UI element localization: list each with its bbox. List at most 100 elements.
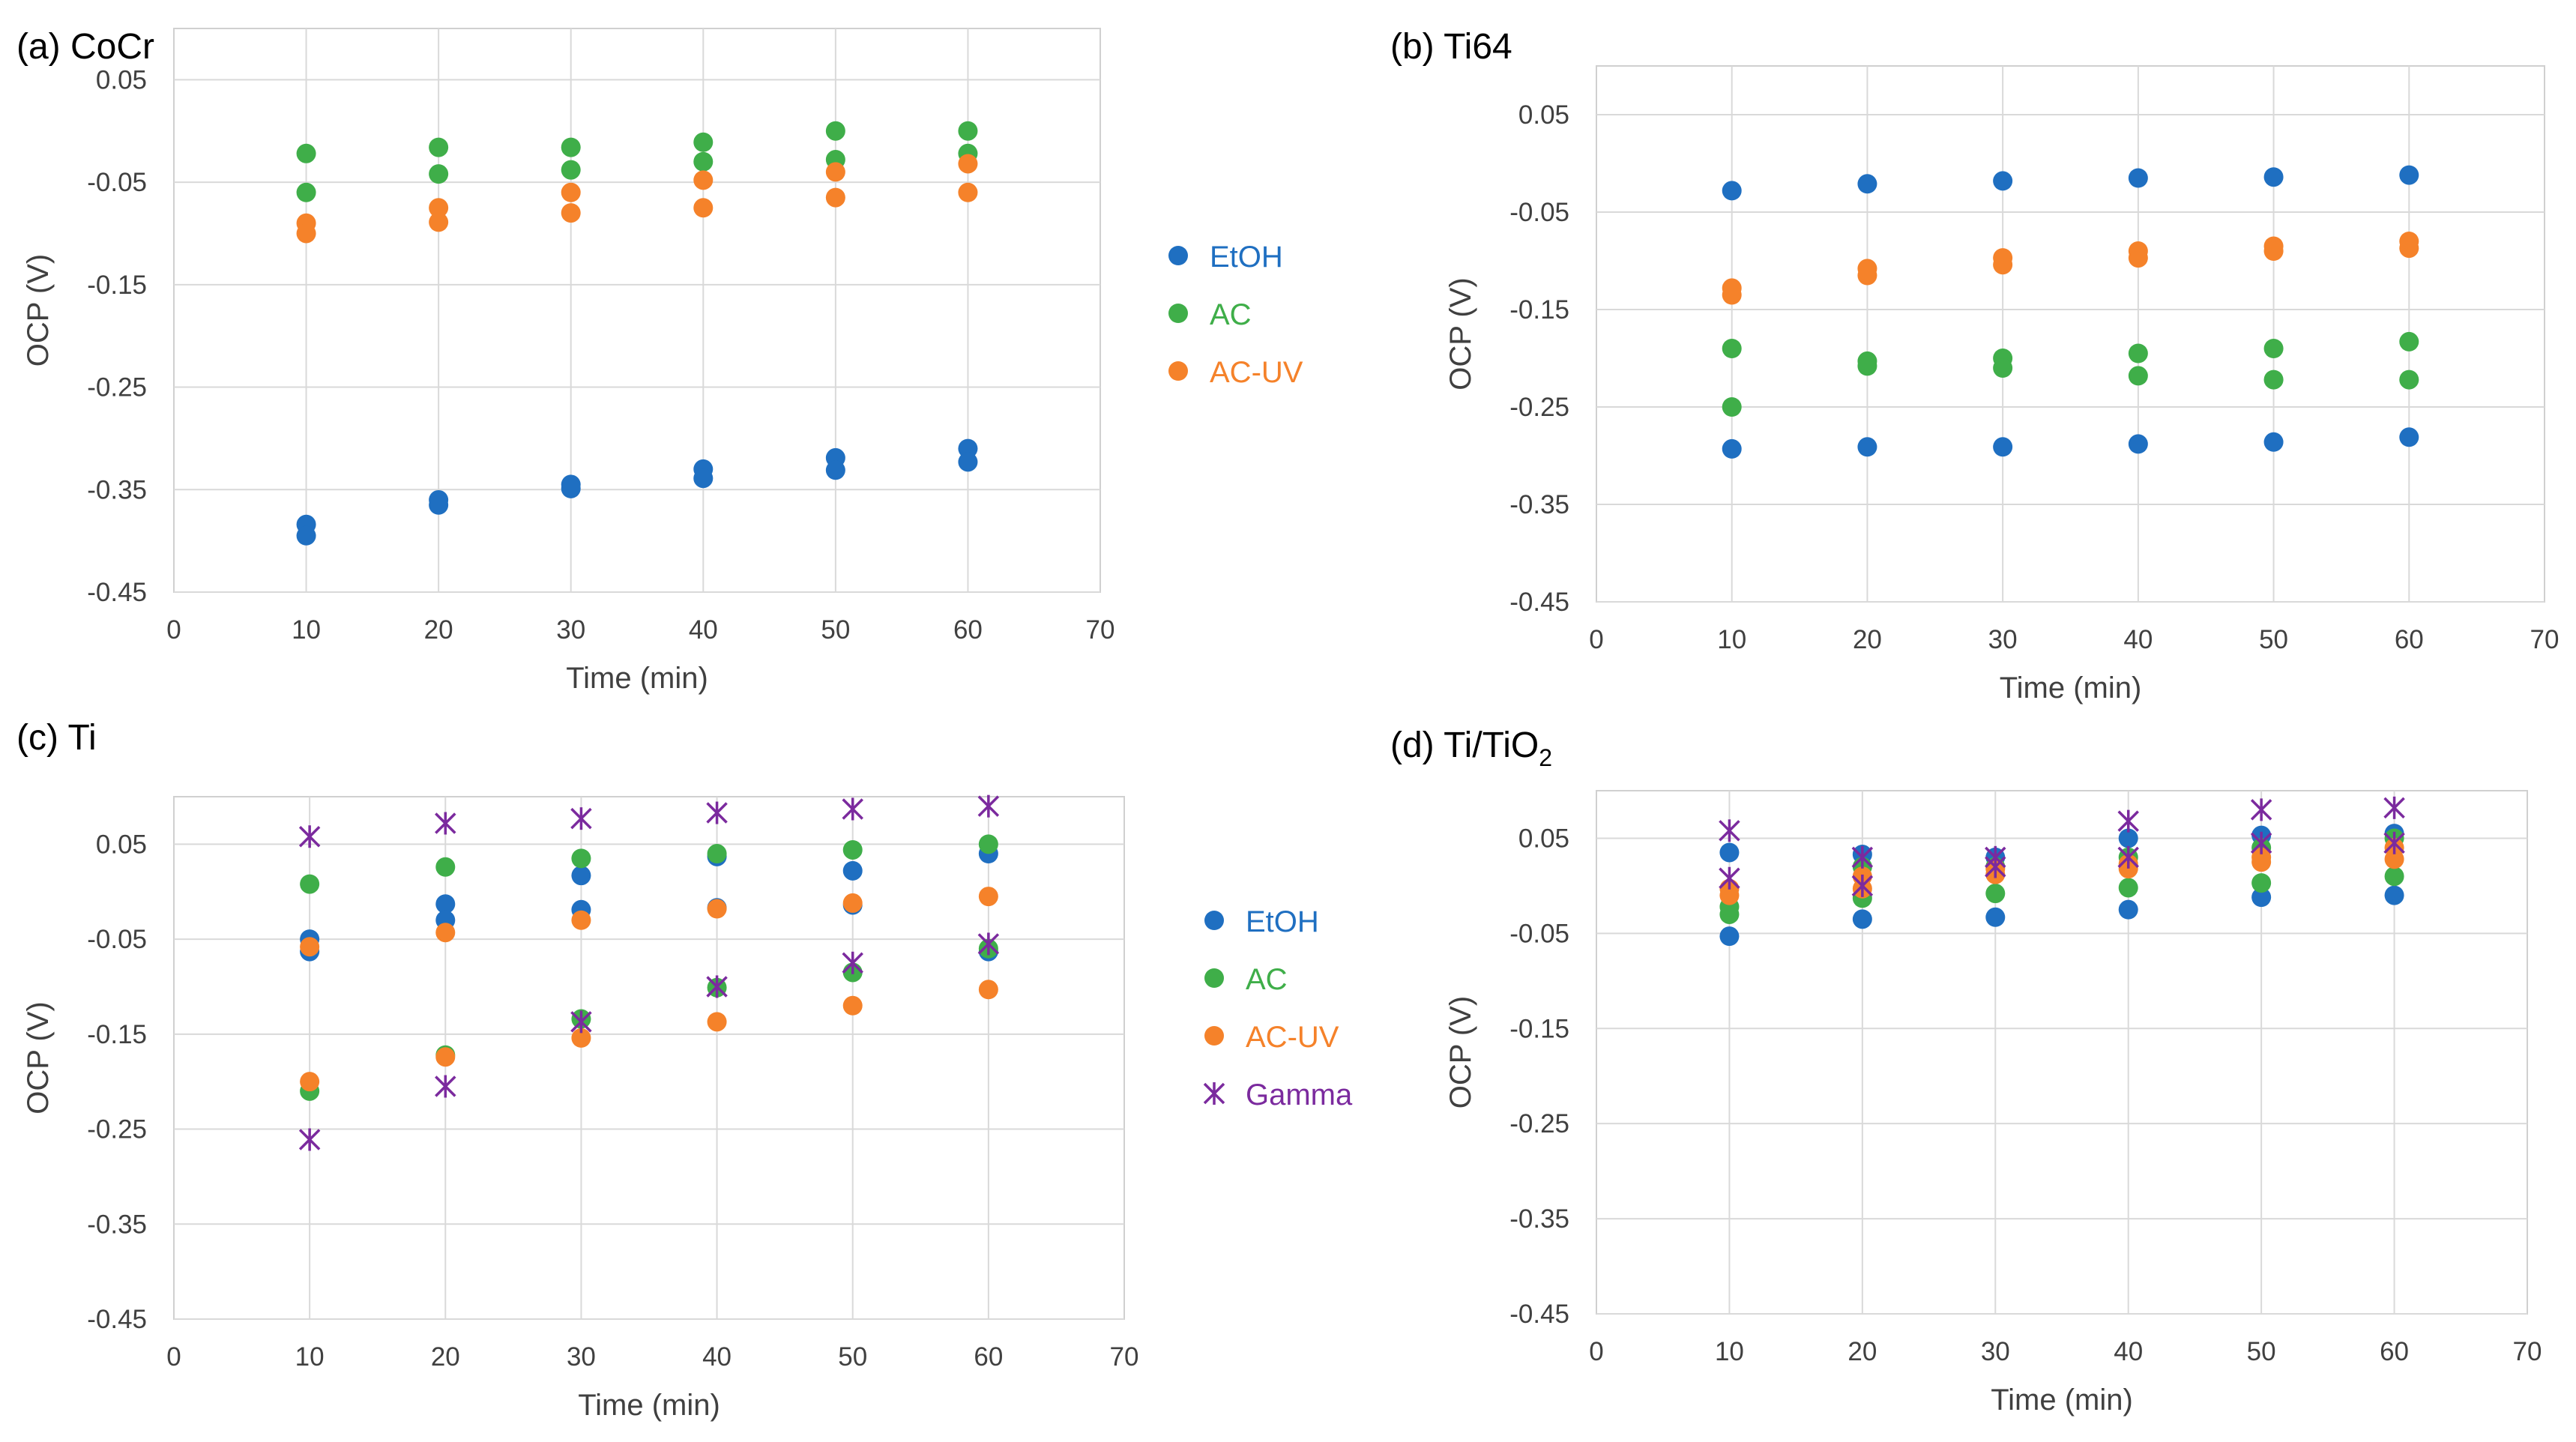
data-point: [958, 182, 978, 202]
data-point: [429, 212, 449, 232]
data-point: [2384, 866, 2404, 887]
series-gamma: [298, 794, 1000, 1151]
data-point: [978, 834, 998, 854]
panel-a-title: (a) CoCr: [16, 27, 154, 67]
data-point: [707, 1012, 727, 1032]
data-point: [1985, 907, 2006, 927]
series-etoh: [1722, 165, 2419, 459]
plot-area: [173, 28, 1101, 593]
data-point: [435, 894, 456, 914]
data-point: [1993, 358, 2013, 378]
data-point: [296, 525, 316, 546]
data-point: [842, 839, 863, 860]
data-point: [435, 923, 456, 943]
data-point: [1851, 874, 1874, 897]
x-tick-label: 30: [556, 615, 585, 645]
x-axis-label: Time (min): [566, 662, 708, 695]
series-ac-uv: [296, 154, 978, 244]
y-tick-label: -0.15: [1509, 295, 1569, 325]
data-point: [707, 844, 727, 864]
y-tick-label: -0.35: [1509, 490, 1569, 519]
x-tick-label: 50: [838, 1342, 867, 1372]
data-point: [1722, 285, 1742, 305]
data-point: [1719, 819, 1740, 842]
data-point: [1851, 845, 1874, 869]
data-point: [2251, 873, 2272, 893]
data-point: [1857, 356, 1877, 376]
data-point: [1985, 884, 2006, 904]
data-point: [300, 874, 320, 894]
data-point: [825, 187, 845, 208]
data-point: [2399, 427, 2419, 447]
data-point: [2263, 369, 2284, 390]
x-tick-label: 20: [424, 615, 453, 645]
x-tick-label: 20: [1847, 1337, 1877, 1366]
x-tick-label: 60: [2380, 1337, 2409, 1366]
y-tick-label: -0.05: [87, 168, 147, 197]
data-point: [977, 932, 1000, 956]
data-point: [2128, 366, 2148, 386]
y-axis-label: OCP (V): [22, 254, 55, 366]
data-point: [2118, 828, 2138, 848]
data-point: [2383, 831, 2405, 854]
x-tick-label: 30: [1981, 1337, 2010, 1366]
legend-label: AC-UV: [1246, 1021, 1339, 1054]
data-point: [298, 1128, 321, 1151]
legend-marker: [1204, 911, 1224, 930]
series-gamma: [1719, 796, 2405, 897]
data-point: [296, 143, 316, 163]
data-point: [693, 151, 714, 172]
data-point: [571, 866, 591, 886]
y-tick-label: -0.05: [87, 925, 147, 954]
panel-d-title: (d) Ti/TiO2: [1390, 725, 1552, 771]
x-tick-label: 20: [1853, 625, 1882, 654]
x-tick-label: 0: [1589, 1337, 1603, 1366]
y-tick-label: 0.05: [96, 65, 147, 94]
x-tick-label: 70: [1086, 615, 1115, 645]
data-point: [2383, 796, 2405, 819]
data-point: [1722, 397, 1742, 417]
data-point: [706, 801, 728, 824]
panel-a-cocr: (a) CoCr 0 10 20 30 40 50 60 70 0.05 -0.05 -0.15 -0…: [16, 27, 1303, 695]
y-tick-label: -0.25: [1509, 1109, 1569, 1138]
data-point: [435, 1047, 456, 1067]
x-tick-label: 10: [295, 1342, 325, 1372]
data-point: [958, 121, 978, 141]
series-ac: [1722, 331, 2419, 417]
plot-area: [1596, 790, 2528, 1315]
y-tick-label: -0.15: [87, 271, 147, 300]
y-tick-label: -0.05: [1509, 198, 1569, 227]
data-point: [561, 160, 581, 180]
data-point: [561, 203, 581, 223]
data-point: [842, 951, 863, 974]
plot-area: [173, 796, 1125, 1320]
y-tick-label: -0.05: [1509, 919, 1569, 948]
data-point: [570, 807, 592, 830]
y-tick-label: 0.05: [96, 830, 147, 859]
data-point: [435, 812, 456, 835]
data-point: [1985, 855, 2006, 878]
data-point: [296, 182, 316, 202]
series-ac-uv: [300, 887, 998, 1092]
data-point: [842, 860, 863, 881]
data-point: [958, 154, 978, 174]
x-tick-label: 10: [1717, 625, 1746, 654]
data-point: [2118, 899, 2138, 920]
y-tick-label: -0.15: [1509, 1014, 1569, 1043]
data-point: [300, 937, 320, 957]
data-point: [978, 887, 998, 907]
data-point: [842, 893, 863, 913]
data-point: [429, 495, 449, 515]
data-point: [1993, 255, 2013, 275]
data-point: [825, 121, 845, 141]
y-tick-label: -0.25: [87, 373, 147, 402]
x-tick-label: 30: [567, 1342, 596, 1372]
data-point: [693, 468, 714, 489]
y-axis-label: OCP (V): [1444, 277, 1477, 390]
data-point: [693, 170, 714, 190]
data-point: [1722, 181, 1742, 201]
x-axis-label: Time (min): [1991, 1384, 2133, 1417]
data-point: [2128, 248, 2148, 268]
data-point: [1857, 174, 1877, 194]
